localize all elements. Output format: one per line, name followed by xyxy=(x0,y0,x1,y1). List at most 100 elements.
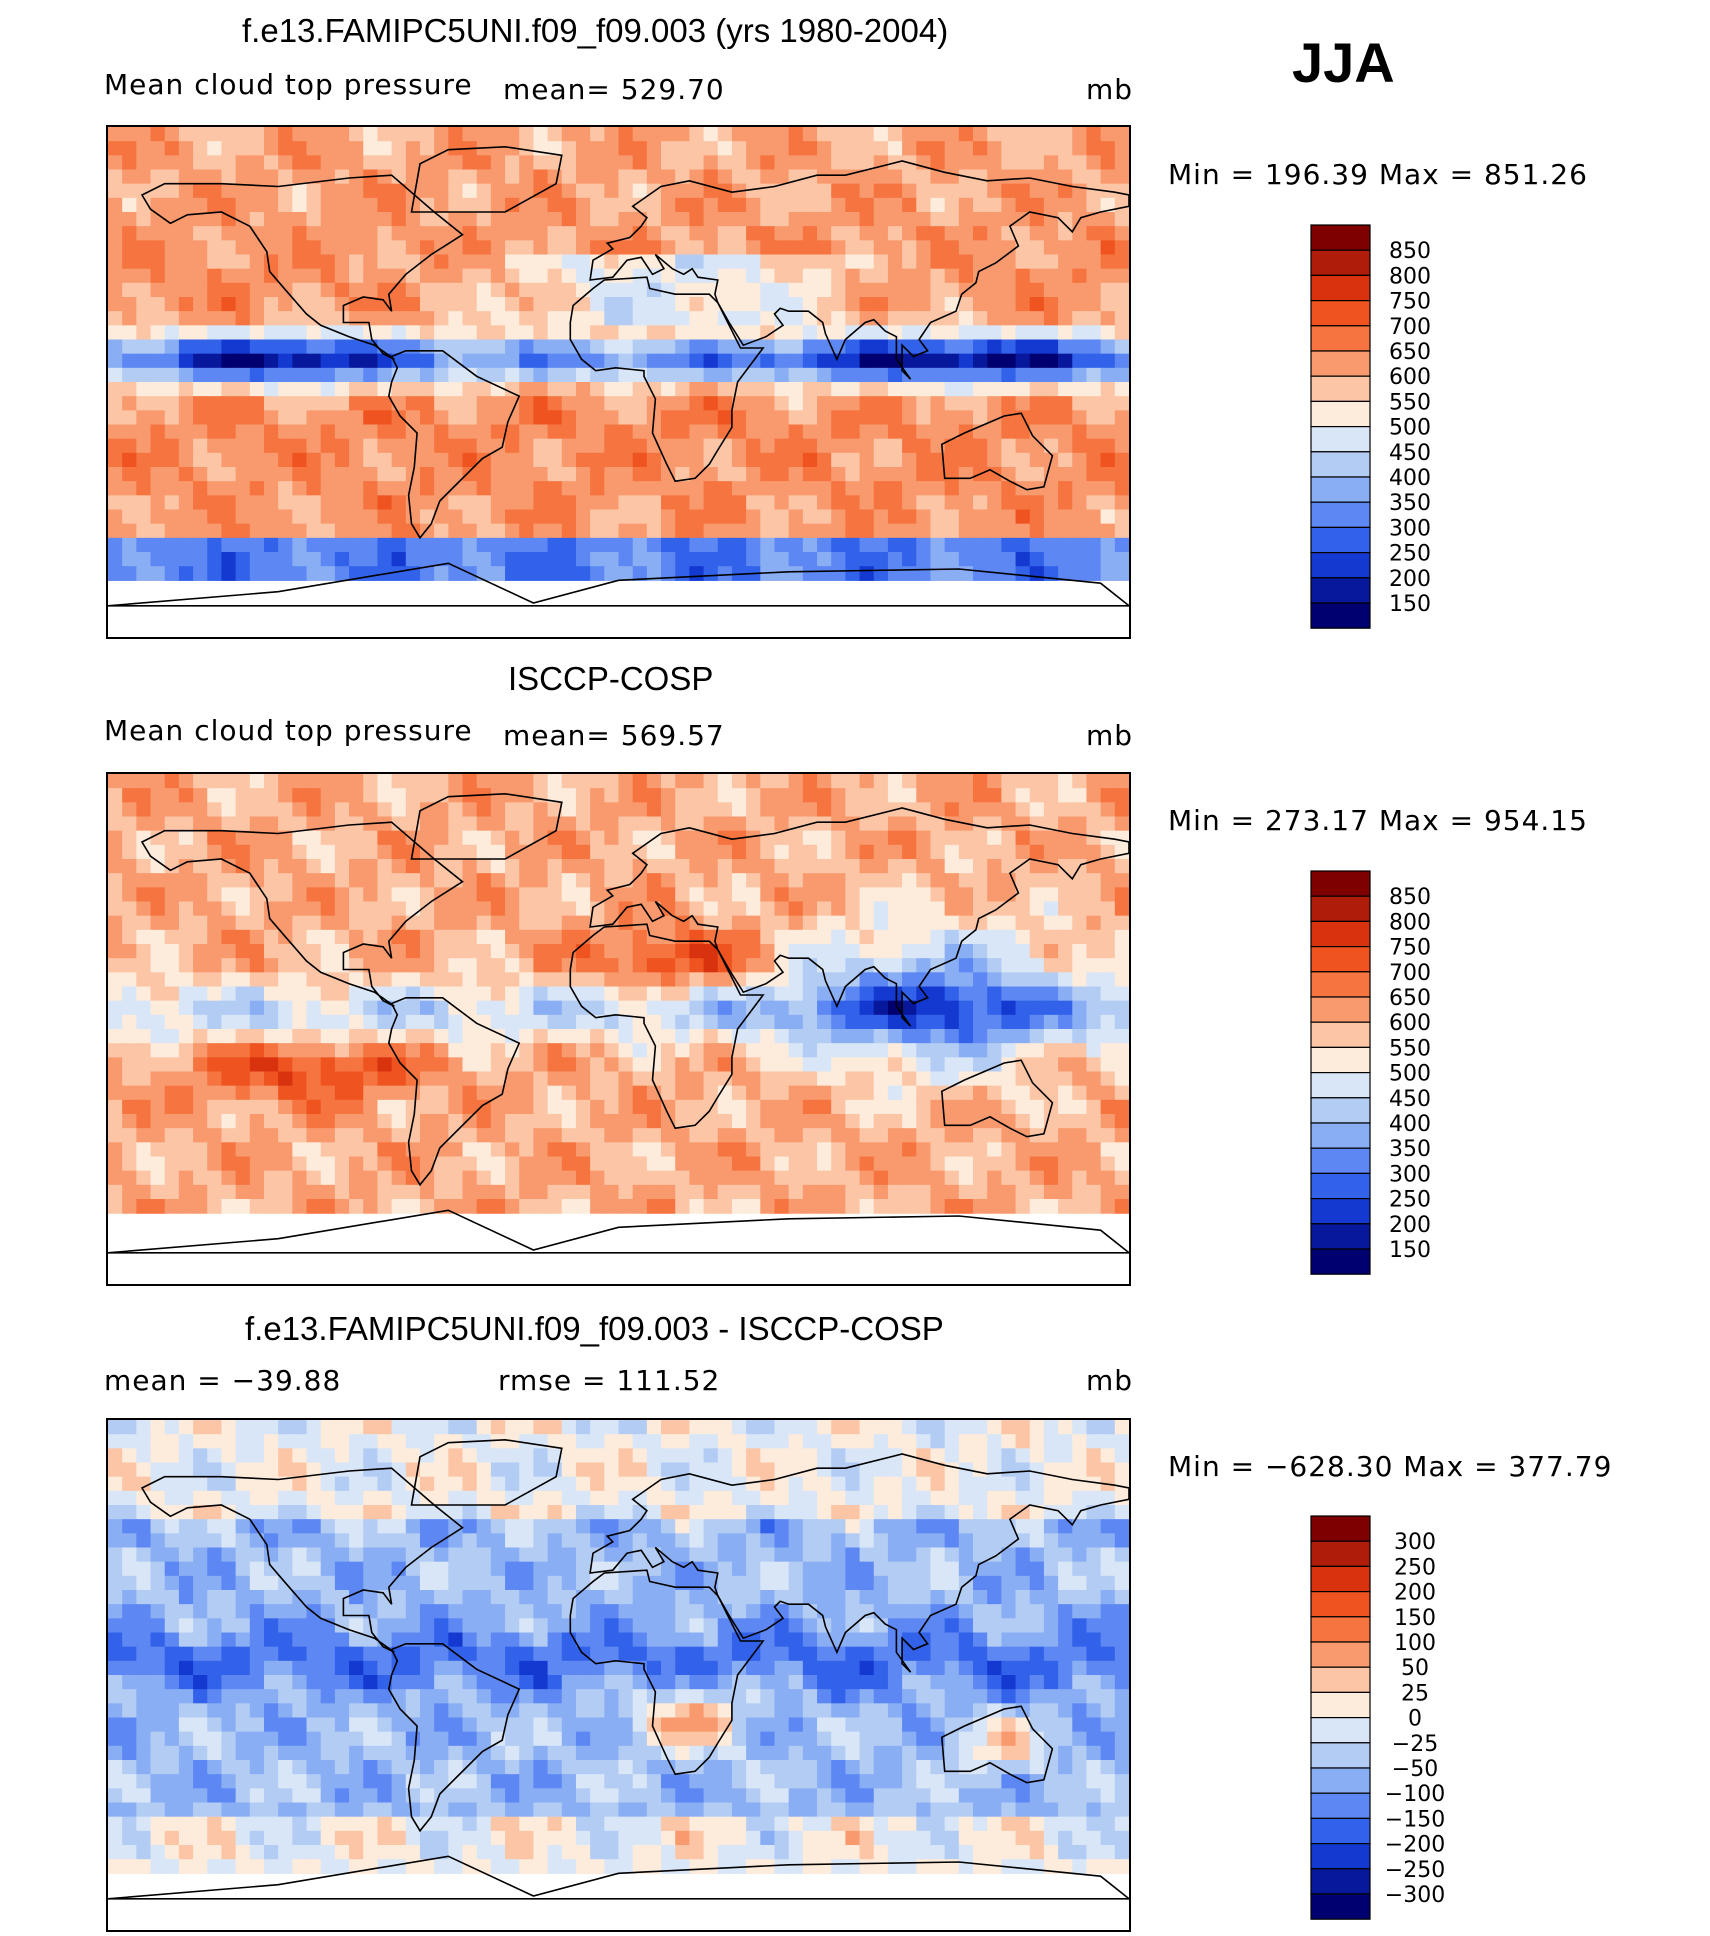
heatmap-cell xyxy=(320,1199,336,1214)
heatmap-cell xyxy=(689,802,705,818)
heatmap-cell xyxy=(178,788,194,803)
heatmap-cell xyxy=(434,1085,449,1101)
heatmap-cell xyxy=(391,1434,407,1449)
heatmap-cell xyxy=(292,915,308,931)
heatmap-cell xyxy=(590,816,605,832)
heatmap-cell xyxy=(831,830,846,846)
heatmap-cell xyxy=(958,887,974,903)
heatmap-cell xyxy=(462,339,478,355)
heatmap-cell xyxy=(391,1156,407,1172)
heatmap-cell xyxy=(476,1476,492,1492)
heatmap-cell xyxy=(987,254,1002,270)
heatmap-cell xyxy=(178,155,194,171)
heatmap-cell xyxy=(845,495,861,511)
heatmap-cell xyxy=(817,495,832,511)
heatmap-cell xyxy=(1086,339,1102,355)
heatmap-cell xyxy=(377,1156,393,1172)
heatmap-cell xyxy=(575,859,591,874)
heatmap-cell xyxy=(334,972,350,988)
heatmap-cell xyxy=(930,495,946,511)
heatmap-cell xyxy=(1029,1184,1045,1200)
heatmap-cell xyxy=(249,1128,265,1143)
heatmap-cell xyxy=(193,1156,208,1172)
heatmap-cell xyxy=(944,1014,960,1030)
heatmap-cell xyxy=(675,155,691,171)
heatmap-cell xyxy=(1058,481,1073,496)
heatmap-cell xyxy=(575,169,591,185)
heatmap-cell xyxy=(448,297,464,312)
heatmap-cell xyxy=(1114,282,1129,298)
heatmap-cell xyxy=(661,901,676,917)
heatmap-cell xyxy=(306,396,322,411)
heatmap-cell xyxy=(490,1184,506,1200)
heatmap-cell xyxy=(817,844,832,860)
heatmap-cell xyxy=(391,859,407,874)
heatmap-cell xyxy=(831,1142,846,1158)
heatmap-cell xyxy=(717,367,733,383)
heatmap-cell xyxy=(1001,1057,1017,1073)
colorbar-swatch xyxy=(1310,1248,1371,1275)
heatmap-cell xyxy=(887,495,903,511)
heatmap-cell xyxy=(164,1114,180,1129)
heatmap-cell xyxy=(136,141,152,156)
heatmap-cell xyxy=(490,197,506,213)
heatmap-cell xyxy=(760,127,776,142)
heatmap-cell xyxy=(618,1420,634,1435)
heatmap-cell xyxy=(944,972,960,988)
heatmap-cell xyxy=(604,1434,620,1449)
heatmap-cell xyxy=(533,226,549,241)
heatmap-cell xyxy=(958,155,974,171)
heatmap-cell xyxy=(887,183,903,199)
heatmap-cell xyxy=(887,282,903,298)
colorbar-swatch xyxy=(1310,476,1371,503)
heatmap-cell xyxy=(150,424,166,440)
heatmap-cell xyxy=(1086,1170,1102,1186)
heatmap-cell xyxy=(760,311,776,326)
heatmap-cell xyxy=(817,1184,832,1200)
heatmap-cell xyxy=(1086,1099,1102,1115)
heatmap-cell xyxy=(774,774,790,789)
heatmap-cell xyxy=(122,1156,137,1172)
heatmap-cell xyxy=(448,537,464,553)
heatmap-cell xyxy=(178,929,194,945)
heatmap-cell xyxy=(235,197,251,213)
heatmap-cell xyxy=(235,410,251,426)
heatmap-cell xyxy=(675,972,691,988)
heatmap-cell xyxy=(646,155,662,171)
heatmap-cell xyxy=(235,816,251,832)
heatmap-cell xyxy=(1100,1156,1116,1172)
heatmap-cell xyxy=(1058,844,1073,860)
heatmap-cell xyxy=(746,1114,761,1129)
heatmap-cell xyxy=(419,873,435,888)
colorbar-swatch xyxy=(1310,299,1371,327)
heatmap-cell xyxy=(944,467,960,482)
heatmap-cell xyxy=(1100,169,1116,185)
heatmap-cell xyxy=(263,1085,279,1101)
heatmap-cell xyxy=(334,986,350,1002)
heatmap-cell xyxy=(278,339,293,355)
heatmap-cell xyxy=(873,226,889,241)
heatmap-cell xyxy=(193,382,208,397)
heatmap-cell xyxy=(618,382,634,397)
heatmap-cell xyxy=(646,1029,662,1044)
heatmap-cell xyxy=(788,367,804,383)
heatmap-cell xyxy=(448,509,464,525)
heatmap-cell xyxy=(802,1199,818,1214)
colorbar-tick-label: 300 xyxy=(1389,516,1431,541)
heatmap-cell xyxy=(760,141,776,156)
heatmap-cell xyxy=(419,481,435,496)
heatmap-cell xyxy=(618,452,634,468)
heatmap-cell xyxy=(916,1128,932,1143)
heatmap-cell xyxy=(320,212,336,227)
heatmap-cell xyxy=(873,1085,889,1101)
heatmap-cell xyxy=(334,141,350,156)
heatmap-cell xyxy=(618,1434,634,1449)
heatmap-cell xyxy=(689,958,705,973)
heatmap-cell xyxy=(845,788,861,803)
heatmap-cell xyxy=(334,226,350,241)
heatmap-cell xyxy=(207,1476,223,1492)
heatmap-cell xyxy=(689,873,705,888)
heatmap-cell xyxy=(930,859,946,874)
heatmap-cell xyxy=(235,986,251,1002)
heatmap-cell xyxy=(221,944,237,959)
